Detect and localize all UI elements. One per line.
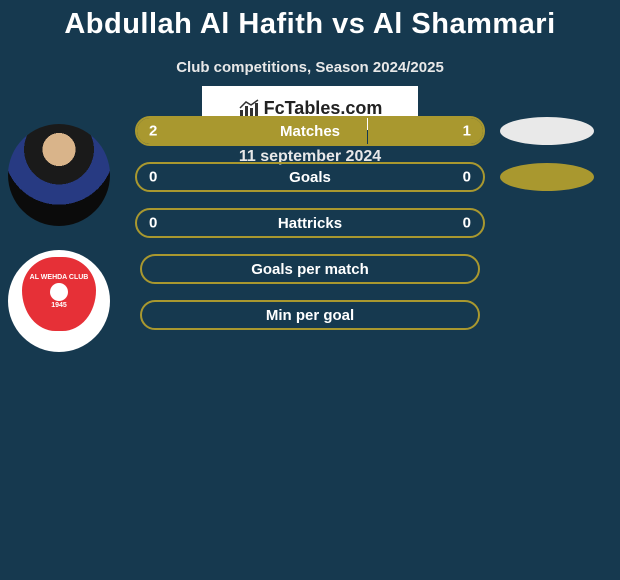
stat-row: Min per goal [0, 300, 620, 330]
page-title: Abdullah Al Hafith vs Al Shammari [0, 0, 620, 41]
stat-pill: 0 0 Hattricks [135, 208, 485, 238]
stat-row: Goals per match [0, 254, 620, 284]
stat-value-left: 2 [149, 123, 157, 140]
stat-value-right: 1 [463, 123, 471, 140]
stat-pill: 2 1 Matches [135, 116, 485, 146]
stat-pill: Min per goal [140, 300, 480, 330]
stat-label: Hattricks [278, 215, 342, 232]
stat-row: 2 1 Matches [0, 116, 620, 146]
stat-indicator-blob [500, 117, 594, 145]
stat-row: 0 0 Hattricks [0, 208, 620, 238]
stat-value-right: 0 [463, 215, 471, 232]
stat-pill: Goals per match [140, 254, 480, 284]
stat-label: Goals per match [251, 261, 369, 278]
stats-container: 2 1 Matches 0 0 Goals 0 0 Hattricks Goals per mat… [0, 116, 620, 346]
stat-value-left: 0 [149, 215, 157, 232]
stat-pill: 0 0 Goals [135, 162, 485, 192]
stat-indicator-blob [500, 163, 594, 191]
stat-label: Matches [280, 123, 340, 140]
chart-icon [238, 98, 260, 118]
stat-row: 0 0 Goals [0, 162, 620, 192]
stat-value-left: 0 [149, 169, 157, 186]
stat-value-right: 0 [463, 169, 471, 186]
stat-label: Goals [289, 169, 331, 186]
stat-label: Min per goal [266, 307, 354, 324]
subtitle: Club competitions, Season 2024/2025 [0, 59, 620, 76]
